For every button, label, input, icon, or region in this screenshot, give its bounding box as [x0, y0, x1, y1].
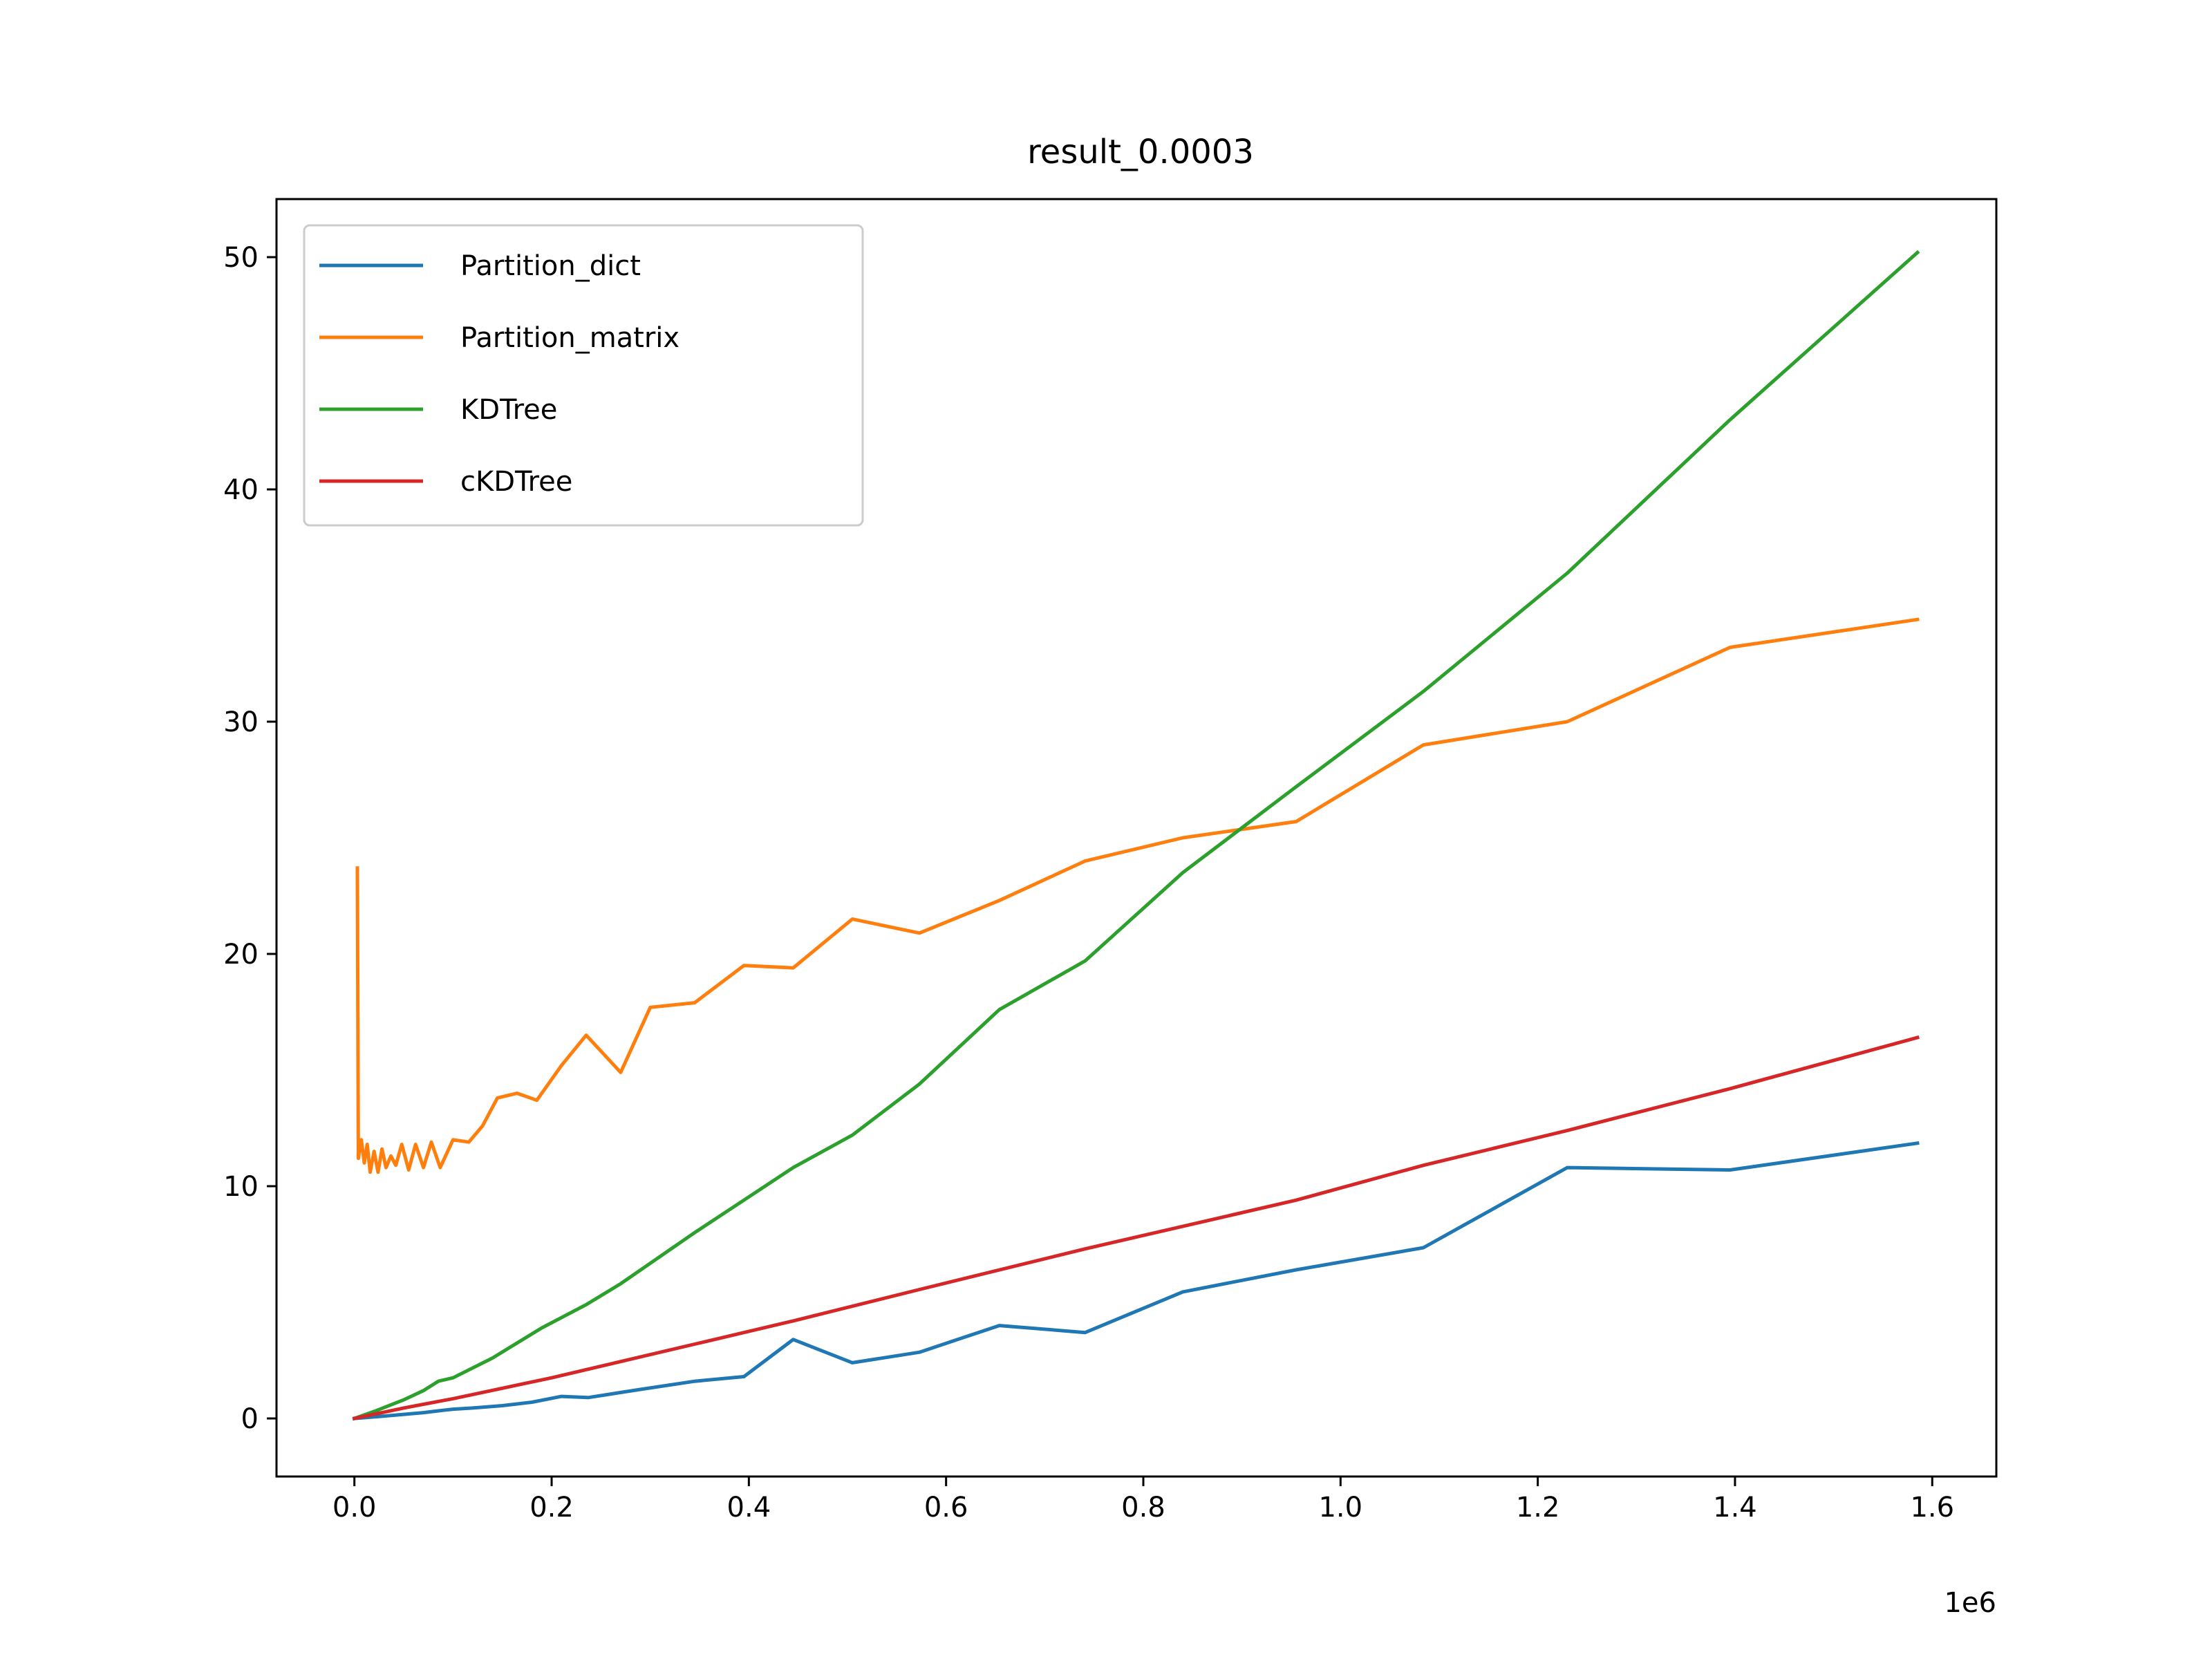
x-axis-offset-label: 1e6: [1944, 1587, 1996, 1619]
y-axis: 0 10 20 30 40 50: [223, 242, 276, 1435]
y-tick-label: 50: [223, 242, 259, 274]
x-tick-label: 0.0: [332, 1492, 377, 1524]
x-tick-label: 0.2: [529, 1492, 574, 1524]
legend-label: KDTree: [460, 394, 557, 426]
plot-frame: [275, 198, 1998, 1478]
x-axis: 0.0 0.2 0.4 0.6 0.8 1.0 1.2 1.4 1.6: [332, 1477, 1954, 1524]
x-tick-label: 1.0: [1318, 1492, 1362, 1524]
series-line-ckdtree: [352, 1035, 1920, 1421]
legend-label: Partition_matrix: [460, 322, 679, 354]
y-tick-label: 30: [223, 706, 259, 738]
legend: Partition_dict Partition_matrix KDTree cKDT…: [303, 224, 864, 527]
x-tick-label: 0.6: [924, 1492, 968, 1524]
x-tick-label: 0.4: [727, 1492, 771, 1524]
x-tick-label: 1.2: [1516, 1492, 1560, 1524]
x-tick-label: 1.4: [1713, 1492, 1757, 1524]
x-tick-label: 0.8: [1121, 1492, 1165, 1524]
series-lines: [352, 250, 1920, 1421]
series-line-partition-dict: [353, 1141, 1920, 1421]
y-tick-label: 40: [223, 474, 259, 506]
series-line-partition-matrix: [355, 617, 1920, 1174]
y-tick-label: 20: [223, 939, 259, 971]
series-line-kdtree: [352, 250, 1920, 1421]
y-tick-label: 0: [241, 1403, 259, 1435]
legend-label: Partition_dict: [460, 250, 641, 282]
x-tick-label: 1.6: [1910, 1492, 1954, 1524]
legend-label: cKDTree: [460, 466, 572, 498]
chart-title: result_0.0003: [1027, 133, 1254, 171]
legend-box: [303, 224, 864, 527]
y-tick-label: 10: [223, 1171, 259, 1203]
